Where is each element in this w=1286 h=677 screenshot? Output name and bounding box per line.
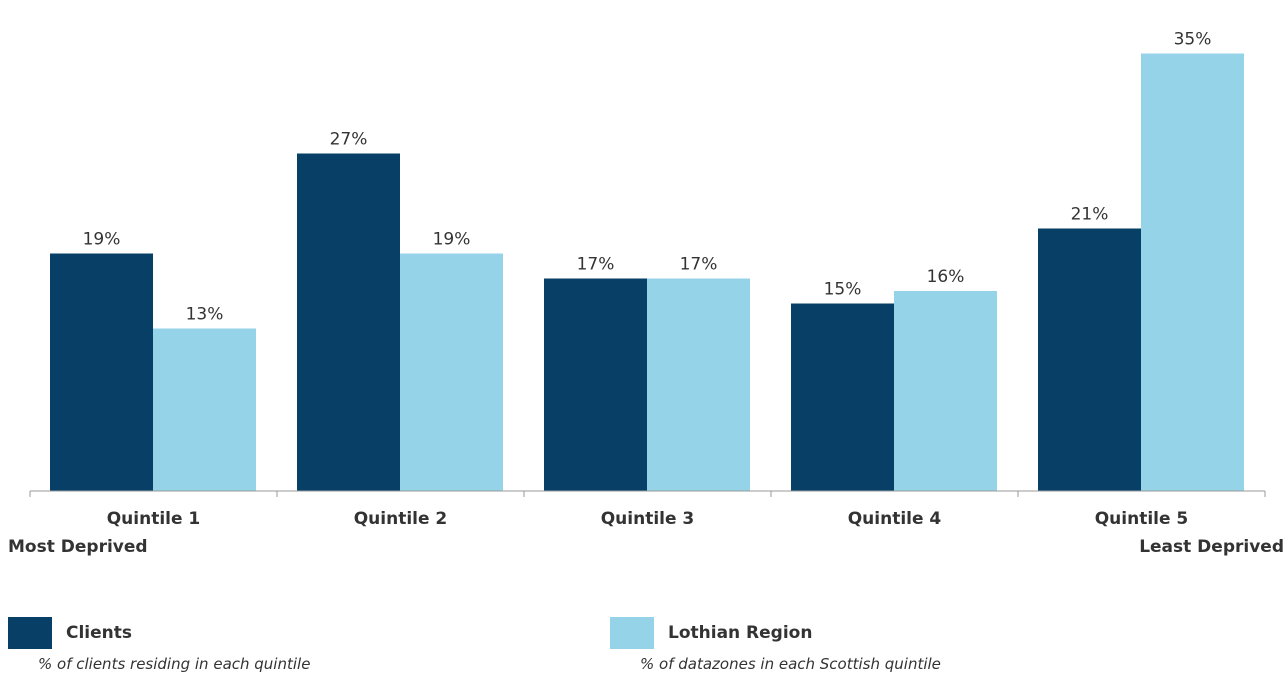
bar-lothian-region-quintile-3 <box>647 278 750 491</box>
bar-chart: 19% 13% Quintile 1 27% 19% Quintile 2 17% 17% Qu… <box>29 30 1266 529</box>
x-tick-label: Quintile 4 <box>848 509 942 529</box>
data-label-clients-quintile-2: 27% <box>330 130 368 150</box>
least-deprived-label: Least Deprived <box>1139 537 1284 557</box>
bar-clients-quintile-5 <box>1038 228 1141 491</box>
x-tick-label: Quintile 2 <box>354 509 448 529</box>
data-label-lothian-region-quintile-3: 17% <box>680 255 718 275</box>
bar-clients-quintile-3 <box>544 278 647 491</box>
bar-lothian-region-quintile-4 <box>894 291 997 491</box>
most-deprived-label: Most Deprived <box>8 537 148 557</box>
legend-swatch-lothian-region <box>610 617 654 649</box>
legend-label-lothian-region: Lothian Region <box>668 623 813 643</box>
bar-clients-quintile-1 <box>50 253 153 491</box>
data-label-lothian-region-quintile-2: 19% <box>433 230 471 250</box>
legend-label-clients: Clients <box>66 623 133 643</box>
data-label-lothian-region-quintile-1: 13% <box>186 305 224 325</box>
bar-lothian-region-quintile-5 <box>1141 53 1244 491</box>
data-label-lothian-region-quintile-4: 16% <box>927 267 965 287</box>
x-tick-label: Quintile 5 <box>1095 509 1189 529</box>
x-tick-label: Quintile 3 <box>601 509 695 529</box>
data-label-clients-quintile-1: 19% <box>83 230 121 250</box>
bar-clients-quintile-4 <box>791 303 894 491</box>
legend-description-lothian-region: % of datazones in each Scottish quintile <box>640 655 941 673</box>
data-label-clients-quintile-5: 21% <box>1071 205 1109 225</box>
data-label-clients-quintile-3: 17% <box>577 255 615 275</box>
legend-description-clients: % of clients residing in each quintile <box>38 655 311 673</box>
legend-swatch-clients <box>8 617 52 649</box>
x-tick-label: Quintile 1 <box>107 509 201 529</box>
bar-lothian-region-quintile-1 <box>153 328 256 491</box>
data-label-clients-quintile-4: 15% <box>824 280 862 300</box>
bar-lothian-region-quintile-2 <box>400 253 503 491</box>
bar-clients-quintile-2 <box>297 153 400 491</box>
data-label-lothian-region-quintile-5: 35% <box>1174 30 1212 50</box>
